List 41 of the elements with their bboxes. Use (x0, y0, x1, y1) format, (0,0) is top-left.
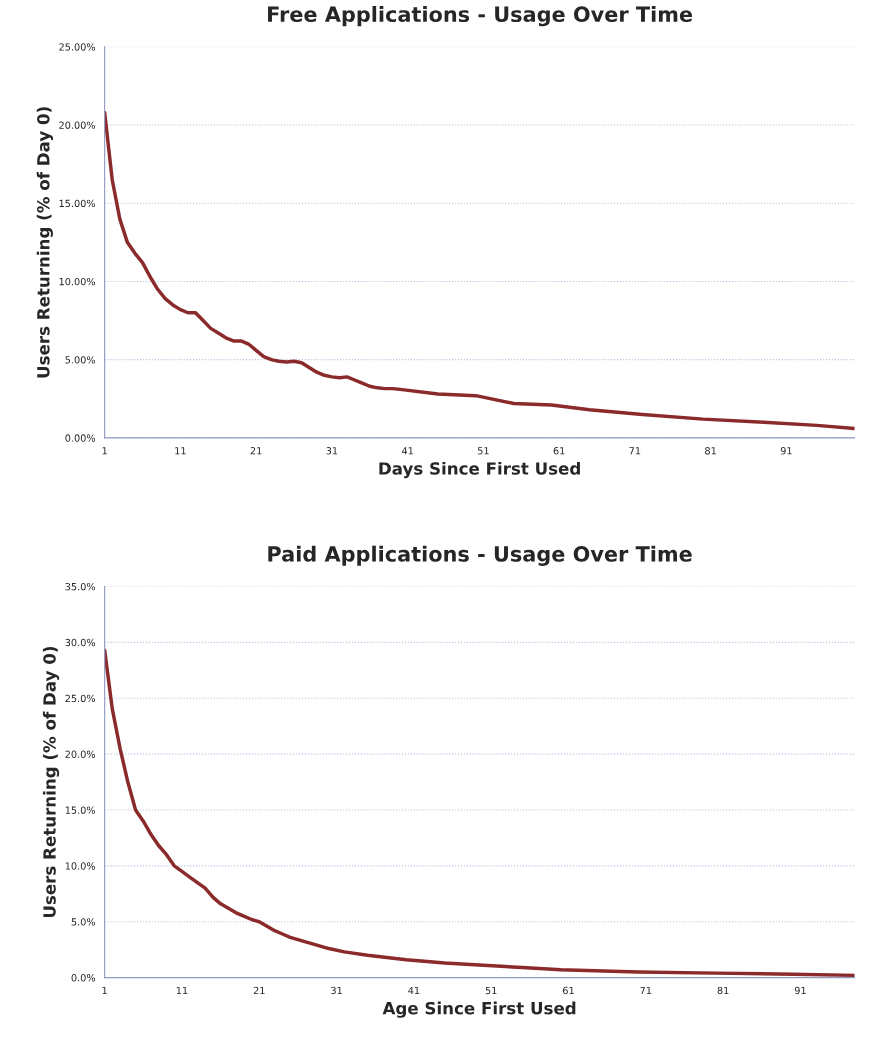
line-series (104, 110, 855, 431)
x-tick-label: 31 (326, 447, 338, 455)
y-tick-label: 20.0% (65, 750, 96, 758)
y-tick-label: 0.00% (65, 434, 96, 442)
x-tick-label: 71 (629, 447, 641, 455)
x-tick-label: 81 (717, 986, 729, 995)
y-tick-label: 25.00% (59, 43, 96, 51)
y-tick-label: 20.00% (59, 121, 96, 129)
x-tick-label: 61 (563, 986, 574, 995)
x-tick-label: 21 (253, 986, 265, 995)
y-tick-label: 25.0% (65, 694, 96, 703)
y-tick-label: 5.00% (65, 356, 96, 364)
chart-title: Paid Applications - Usage Over Time (268, 545, 692, 566)
y-tick-label: 5.0% (71, 918, 96, 926)
y-tick-label: 15.00% (59, 199, 96, 208)
x-tick-label: 21 (250, 447, 262, 455)
y-axis-title: Users Returning (% of Day 0) (42, 646, 60, 918)
y-tick-label: 0.0% (71, 974, 96, 982)
x-tick-label: 41 (401, 447, 413, 455)
x-tick-label: 91 (794, 986, 806, 995)
x-tick-label: 51 (485, 986, 497, 995)
x-tick-label: 31 (331, 986, 342, 995)
x-tick-label: 51 (477, 447, 489, 455)
y-tick-label: 10.00% (59, 277, 96, 286)
y-tick-label: 35.0% (65, 582, 96, 591)
y-tick-label: 30.0% (65, 638, 96, 647)
x-tick-label: 11 (176, 986, 188, 995)
chart-title: Free Applications - Usage Over Time (268, 5, 693, 27)
x-axis-title: Days Since First Used (379, 461, 580, 479)
x-tick-label: 91 (780, 447, 792, 455)
y-tick-label: 10.0% (65, 862, 96, 870)
x-axis-title: Age Since First Used (382, 1001, 576, 1018)
y-axis-title: Users Returning (% of Day 0) (36, 107, 53, 378)
x-tick-label: 1 (102, 986, 107, 995)
x-tick-label: 1 (102, 447, 107, 455)
y-tick-label: 15.0% (65, 806, 96, 814)
x-tick-label: 11 (175, 447, 186, 455)
x-tick-label: 81 (705, 447, 716, 455)
x-tick-label: 71 (640, 986, 652, 995)
x-tick-label: 41 (408, 986, 420, 995)
x-tick-label: 61 (553, 447, 565, 455)
